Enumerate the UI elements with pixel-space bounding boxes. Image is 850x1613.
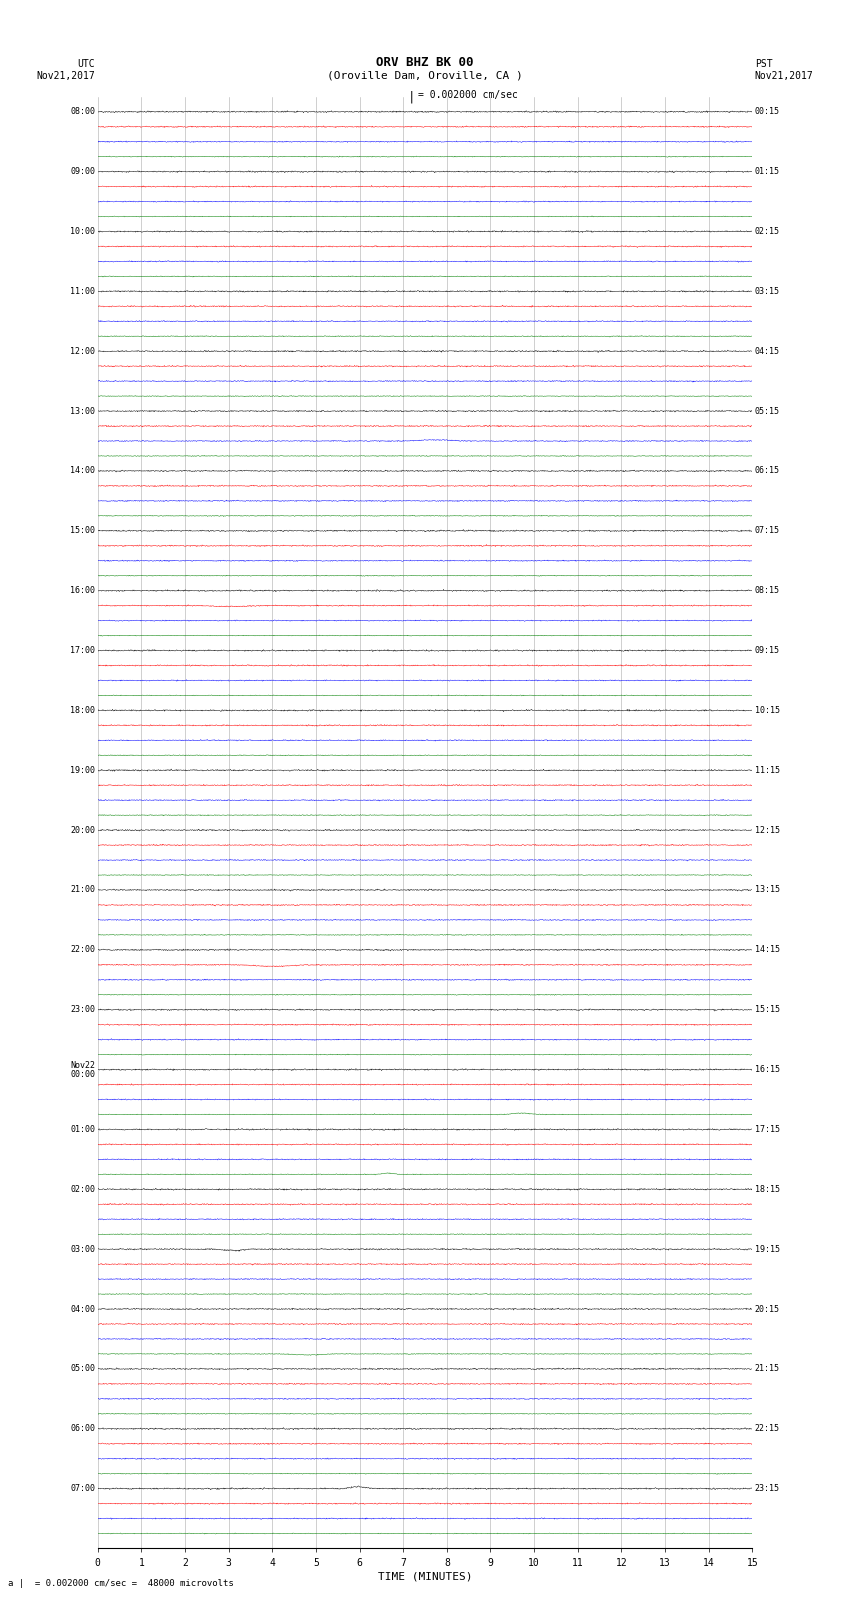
Text: a |  = 0.002000 cm/sec =  48000 microvolts: a | = 0.002000 cm/sec = 48000 microvolts bbox=[8, 1579, 235, 1589]
Text: 06:15: 06:15 bbox=[755, 466, 779, 476]
Text: Nov21,2017: Nov21,2017 bbox=[755, 71, 813, 81]
Text: 20:00: 20:00 bbox=[71, 826, 95, 834]
Text: 01:00: 01:00 bbox=[71, 1124, 95, 1134]
Text: 11:00: 11:00 bbox=[71, 287, 95, 295]
Text: 12:15: 12:15 bbox=[755, 826, 779, 834]
X-axis label: TIME (MINUTES): TIME (MINUTES) bbox=[377, 1571, 473, 1582]
Text: 01:15: 01:15 bbox=[755, 168, 779, 176]
Text: 05:00: 05:00 bbox=[71, 1365, 95, 1373]
Text: 08:00: 08:00 bbox=[71, 106, 95, 116]
Text: 18:15: 18:15 bbox=[755, 1186, 779, 1194]
Text: 04:00: 04:00 bbox=[71, 1305, 95, 1313]
Text: 19:15: 19:15 bbox=[755, 1245, 779, 1253]
Text: 19:00: 19:00 bbox=[71, 766, 95, 774]
Text: ORV BHZ BK 00: ORV BHZ BK 00 bbox=[377, 55, 473, 69]
Text: 13:00: 13:00 bbox=[71, 406, 95, 416]
Text: 04:15: 04:15 bbox=[755, 347, 779, 356]
Text: 09:00: 09:00 bbox=[71, 168, 95, 176]
Text: (Oroville Dam, Oroville, CA ): (Oroville Dam, Oroville, CA ) bbox=[327, 71, 523, 81]
Text: 17:00: 17:00 bbox=[71, 647, 95, 655]
Text: 13:15: 13:15 bbox=[755, 886, 779, 895]
Text: UTC: UTC bbox=[77, 58, 95, 69]
Text: 03:00: 03:00 bbox=[71, 1245, 95, 1253]
Text: 20:15: 20:15 bbox=[755, 1305, 779, 1313]
Text: 17:15: 17:15 bbox=[755, 1124, 779, 1134]
Text: 00:15: 00:15 bbox=[755, 106, 779, 116]
Text: Nov21,2017: Nov21,2017 bbox=[37, 71, 95, 81]
Text: 05:15: 05:15 bbox=[755, 406, 779, 416]
Text: Nov22
00:00: Nov22 00:00 bbox=[71, 1061, 95, 1079]
Text: 14:15: 14:15 bbox=[755, 945, 779, 955]
Text: 09:15: 09:15 bbox=[755, 647, 779, 655]
Text: 10:15: 10:15 bbox=[755, 706, 779, 715]
Text: 16:00: 16:00 bbox=[71, 586, 95, 595]
Text: 07:00: 07:00 bbox=[71, 1484, 95, 1494]
Text: 22:00: 22:00 bbox=[71, 945, 95, 955]
Text: 15:00: 15:00 bbox=[71, 526, 95, 536]
Text: 11:15: 11:15 bbox=[755, 766, 779, 774]
Text: 06:00: 06:00 bbox=[71, 1424, 95, 1434]
Text: 21:00: 21:00 bbox=[71, 886, 95, 895]
Text: 22:15: 22:15 bbox=[755, 1424, 779, 1434]
Text: = 0.002000 cm/sec: = 0.002000 cm/sec bbox=[418, 90, 518, 100]
Text: 02:00: 02:00 bbox=[71, 1186, 95, 1194]
Text: 12:00: 12:00 bbox=[71, 347, 95, 356]
Text: PST: PST bbox=[755, 58, 773, 69]
Text: 07:15: 07:15 bbox=[755, 526, 779, 536]
Text: 03:15: 03:15 bbox=[755, 287, 779, 295]
Text: 18:00: 18:00 bbox=[71, 706, 95, 715]
Text: 16:15: 16:15 bbox=[755, 1065, 779, 1074]
Text: 21:15: 21:15 bbox=[755, 1365, 779, 1373]
Text: 15:15: 15:15 bbox=[755, 1005, 779, 1015]
Text: 02:15: 02:15 bbox=[755, 227, 779, 235]
Text: 10:00: 10:00 bbox=[71, 227, 95, 235]
Text: 14:00: 14:00 bbox=[71, 466, 95, 476]
Text: 08:15: 08:15 bbox=[755, 586, 779, 595]
Text: 23:00: 23:00 bbox=[71, 1005, 95, 1015]
Text: 23:15: 23:15 bbox=[755, 1484, 779, 1494]
Text: |: | bbox=[408, 90, 415, 103]
